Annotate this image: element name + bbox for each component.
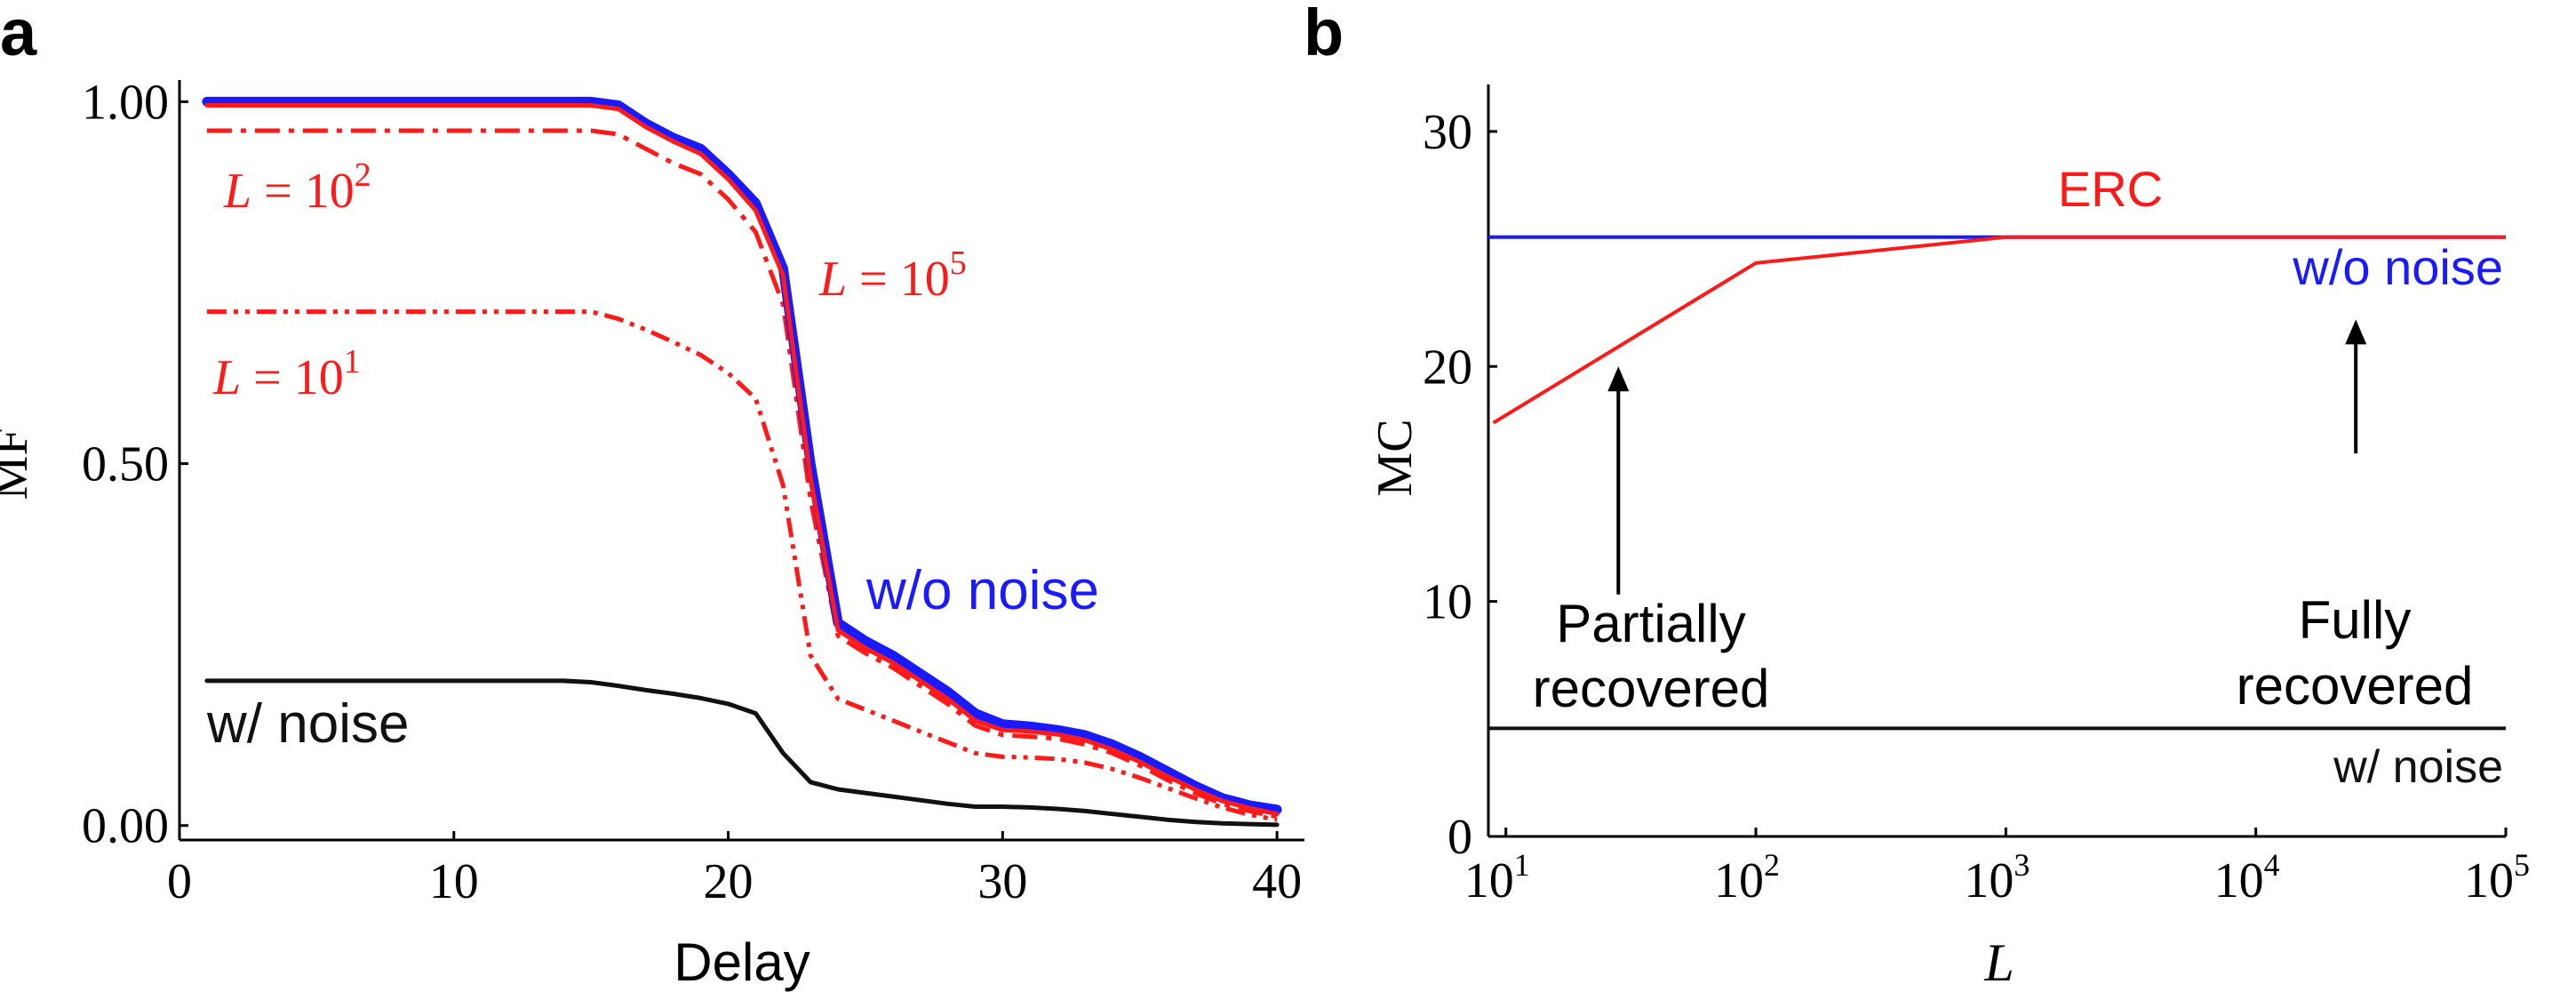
panel-a-series-line [206, 309, 1278, 822]
panel-a-annotations: L = 102 L = 105 L = 101 w/o noise w/ noi… [206, 156, 1099, 755]
panel-b-x-axis-label: L [1983, 933, 2014, 992]
panel-a-x-tick-label: 30 [977, 854, 1027, 909]
panel-b-x-tick-label: 103 [1964, 847, 2030, 908]
panel-a-axes [178, 80, 1304, 842]
annotation-L-10-5: L = 105 [818, 244, 967, 307]
panel-a-x-tick-label: 0 [167, 854, 192, 909]
annotation-recovered-1: recovered [1533, 659, 1770, 718]
panel-b-axes [1487, 84, 2506, 838]
annotation-wo-noise-b: w/o noise [2292, 239, 2503, 295]
panel-b-y-tick-label: 0 [1448, 810, 1472, 865]
annotation-partially: Partially [1556, 594, 1745, 653]
panel-a-series [202, 96, 1282, 828]
panel-b: b 101 102 103 104 105 0 10 20 30 ERC w/o noise w… [1304, 0, 2530, 992]
panel-a-series-line [204, 103, 1280, 817]
annotation-L-10-1: L = 101 [212, 343, 361, 405]
annotation-L-10-2: L = 102 [223, 156, 371, 219]
panel-b-x-tick-label: 102 [1714, 847, 1780, 908]
panel-a-series-line [204, 678, 1280, 828]
annotation-arrow-head [2345, 319, 2367, 345]
panel-a-x-tick-label: 10 [429, 854, 479, 909]
panel-a: a 0 10 20 30 40 0.00 0.50 1.00 L = 102 L = 105 … [0, 0, 1304, 992]
panel-a-series-line [202, 96, 1282, 815]
panel-b-arrows [1607, 319, 2367, 595]
panel-b-series [1488, 235, 2506, 731]
panel-a-ticks: 0 10 20 30 40 0.00 0.50 1.00 [82, 75, 1302, 909]
panel-b-x-tick-label: 104 [2214, 847, 2280, 908]
panel-a-y-tick-label: 0.50 [82, 437, 169, 492]
panel-a-series-line [206, 128, 1278, 820]
annotation-w-noise-b: w/ noise [2333, 741, 2503, 793]
annotation-arrow-head [1607, 366, 1630, 392]
panel-b-y-axis-label: MC [1368, 419, 1423, 496]
annotation-fully: Fully [2299, 590, 2412, 650]
annotation-erc: ERC [2058, 161, 2163, 217]
panel-b-y-tick-label: 20 [1423, 340, 1472, 395]
panel-a-x-axis-label: Delay [674, 932, 809, 992]
panel-b-y-tick-label: 30 [1423, 105, 1472, 160]
panel-label-b: b [1304, 0, 1344, 69]
panel-a-y-tick-label: 1.00 [82, 75, 169, 130]
panel-label-a: a [0, 0, 37, 69]
panel-b-x-tick-label: 105 [2464, 847, 2530, 908]
annotation-recovered-2: recovered [2237, 656, 2474, 716]
panel-b-ticks: 101 102 103 104 105 0 10 20 30 [1423, 105, 2530, 908]
panel-b-series-line [1492, 235, 2506, 425]
panel-b-y-tick-label: 10 [1423, 575, 1472, 630]
panel-a-y-axis-label: MF [0, 428, 38, 500]
annotation-w-noise-a: w/ noise [206, 693, 409, 755]
panel-b-annotations: ERC w/o noise w/ noise Partially recover… [1533, 161, 2503, 793]
panel-a-y-tick-label: 0.00 [82, 799, 169, 854]
annotation-wo-noise-a: w/o noise [865, 560, 1099, 621]
panel-a-x-tick-label: 40 [1252, 854, 1302, 909]
panel-b-x-tick-label: 101 [1464, 847, 1530, 908]
panel-a-x-tick-label: 20 [704, 854, 754, 909]
